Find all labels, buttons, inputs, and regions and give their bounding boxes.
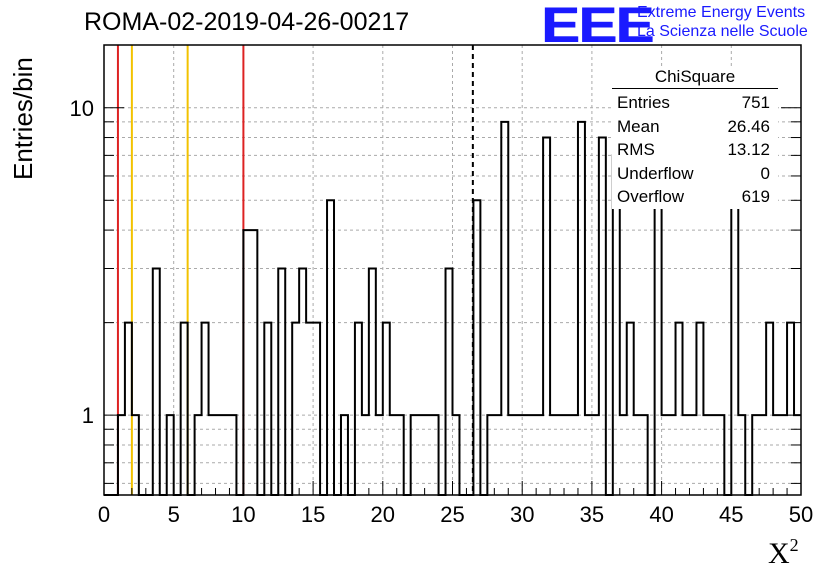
stats-row-rms: RMS 13.12 [612, 138, 778, 162]
stats-box: ChiSquare Entries 751 Mean 26.46 RMS 13.12 Und… [612, 66, 778, 209]
reference-lines [116, 45, 474, 495]
x-axis-label-base: X [768, 537, 790, 570]
eee-logo: EEE [541, 0, 654, 53]
stats-value: 751 [741, 93, 770, 112]
stats-divider [612, 88, 778, 89]
stats-value: 26.46 [727, 116, 770, 136]
stats-value: 0 [760, 163, 770, 183]
x-tick-label: 20 [371, 502, 395, 527]
y-axis-label: Entries/bin [8, 57, 38, 180]
stats-label: Mean [617, 116, 660, 136]
x-tick-label: 15 [301, 502, 325, 527]
x-tick-label: 25 [440, 502, 464, 527]
stats-label: Underflow [617, 163, 694, 183]
stats-label: RMS [617, 140, 655, 160]
stats-row-mean: Mean 26.46 [612, 115, 778, 139]
stats-title: ChiSquare [654, 67, 736, 86]
x-tick-label: 45 [719, 502, 743, 527]
stats-rows: Entries 751 Mean 26.46 RMS 13.12 Underflow 0 Ove… [612, 91, 778, 209]
tick-labels: 0 5 10 15 20 25 30 35 40 45 50 1 10 [70, 96, 814, 527]
x-tick-label: 40 [649, 502, 673, 527]
organization-name: Extreme Energy Events La Scienza nelle S… [637, 3, 808, 41]
x-tick-label: 30 [510, 502, 534, 527]
x-tick-label: 0 [98, 502, 110, 527]
x-tick-label: 10 [231, 502, 255, 527]
x-axis-label: X2 [768, 535, 799, 571]
histogram-outline [104, 120, 801, 496]
x-tick-label: 5 [168, 502, 180, 527]
stats-row-overflow: Overflow 619 [612, 185, 778, 209]
x-tick-label: 50 [789, 502, 813, 527]
org-line-2: La Scienza nelle Scuole [637, 23, 808, 40]
axis-ticks [103, 107, 802, 495]
y-tick-label: 10 [70, 96, 94, 121]
stats-row-entries: Entries 751 [612, 91, 778, 115]
stats-label: Entries [617, 93, 670, 112]
stats-value: 619 [741, 187, 770, 207]
x-axis-label-sup: 2 [789, 535, 799, 555]
stats-label: Overflow [617, 187, 685, 207]
x-tick-label: 35 [580, 502, 604, 527]
stats-row-underflow: Underflow 0 [612, 162, 778, 186]
chart-title: ROMA-02-2019-04-26-00217 [84, 8, 410, 36]
y-tick-label: 1 [82, 403, 94, 428]
stats-value: 13.12 [727, 140, 770, 160]
org-line-1: Extreme Energy Events [637, 4, 806, 21]
